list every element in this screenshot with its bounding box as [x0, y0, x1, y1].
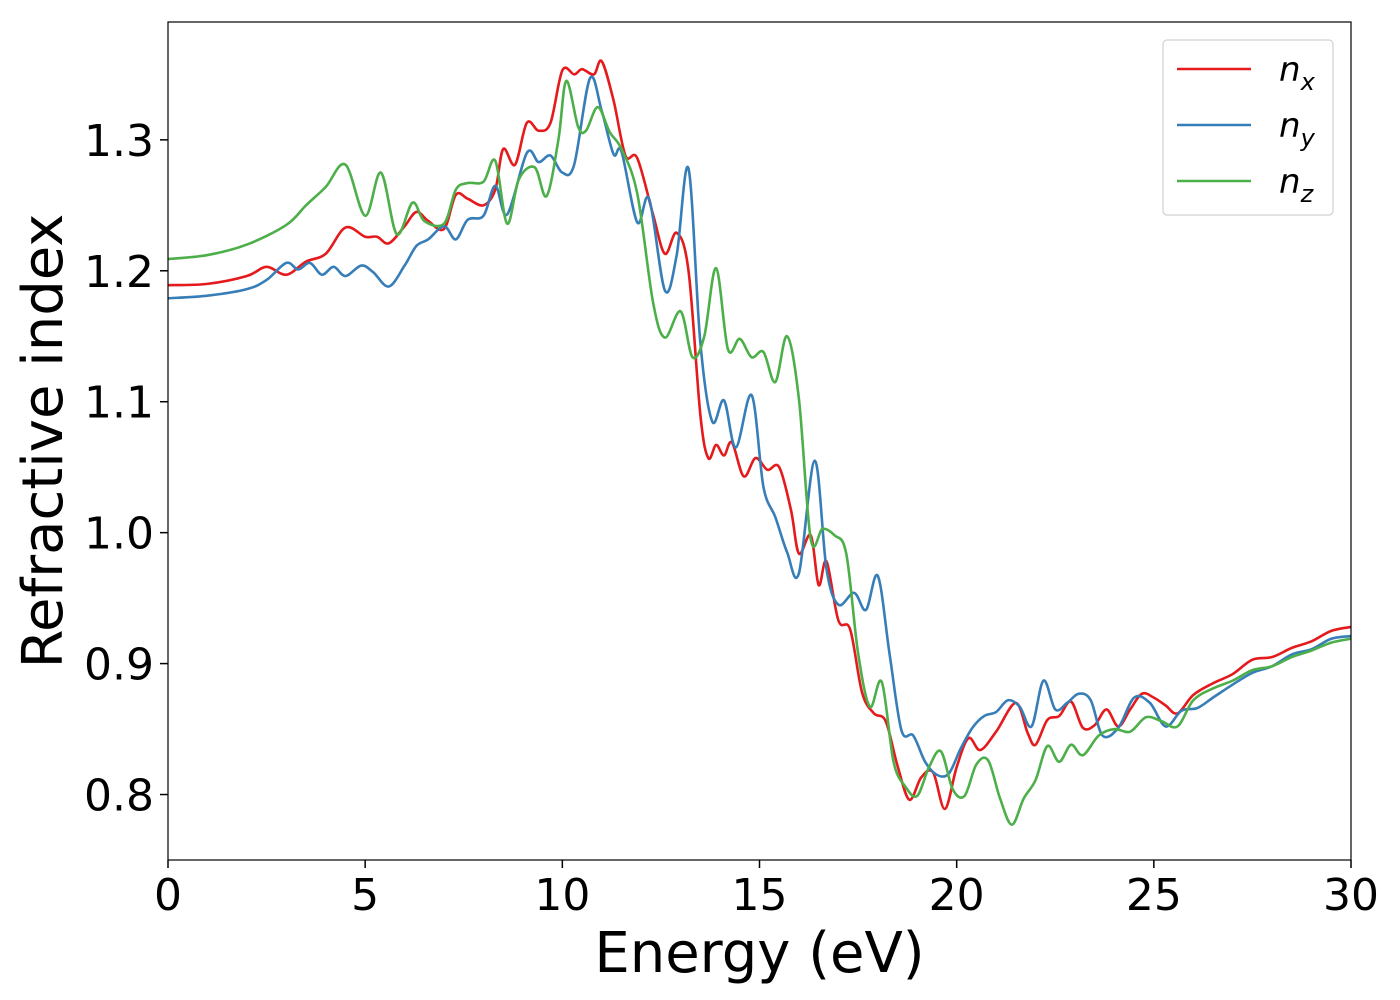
y-tick-label: 0.9 — [84, 640, 154, 691]
x-axis-ticks: 0 5 10 15 20 25 30 — [154, 860, 1379, 921]
legend-label-nz: nz — [1279, 162, 1315, 208]
x-axis-title: Energy (eV) — [594, 921, 924, 986]
y-axis-ticks: 0.8 0.9 1.0 1.1 1.2 1.3 — [84, 116, 168, 822]
y-tick-label: 1.0 — [84, 509, 154, 560]
series-line-nz — [167, 79, 1352, 826]
y-axis-title: Refractive index — [11, 214, 76, 669]
y-tick-label: 1.2 — [84, 247, 154, 298]
x-tick-label: 15 — [732, 870, 788, 921]
x-tick-label: 25 — [1126, 870, 1182, 921]
x-tick-label: 10 — [534, 870, 590, 921]
plot-lines — [167, 59, 1352, 826]
legend: nx ny nz — [1162, 39, 1334, 216]
legend-label-ny: ny — [1279, 106, 1316, 152]
x-tick-label: 20 — [929, 870, 985, 921]
y-tick-label: 1.1 — [84, 378, 154, 429]
legend-label-nx: nx — [1279, 50, 1316, 96]
x-tick-label: 5 — [351, 870, 379, 921]
x-tick-label: 0 — [154, 870, 182, 921]
x-tick-label: 30 — [1323, 870, 1379, 921]
y-tick-label: 0.8 — [84, 771, 154, 822]
y-tick-label: 1.3 — [84, 116, 154, 167]
legend-box — [1162, 39, 1334, 216]
series-line-ny — [167, 75, 1352, 778]
